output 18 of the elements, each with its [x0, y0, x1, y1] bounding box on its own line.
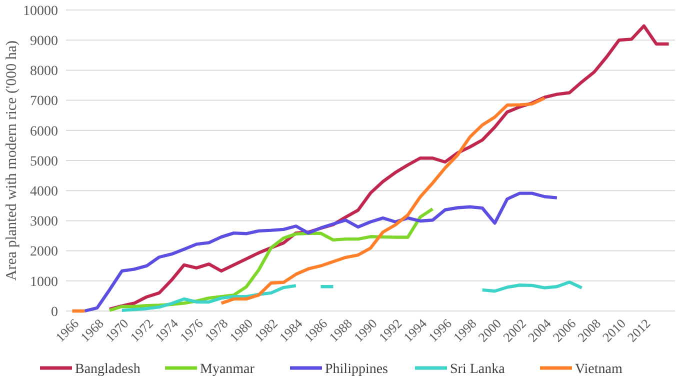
y-tick-label: 3000 — [30, 214, 58, 230]
legend-label: Philippines — [325, 362, 388, 377]
legend-label: Myanmar — [200, 362, 255, 377]
y-tick-label: 6000 — [30, 124, 58, 140]
y-tick-label: 2000 — [30, 244, 58, 260]
legend-label: Bangladesh — [75, 362, 140, 377]
y-axis-title: Area planted with modern rice ('000 ha) — [4, 40, 20, 281]
line-series — [83, 192, 559, 313]
legend-label: Sri Lanka — [450, 362, 506, 377]
y-tick-label: 5000 — [30, 154, 58, 170]
y-tick-label: 8000 — [30, 64, 58, 80]
y-tick-label: 0 — [51, 304, 58, 320]
legend-label: Vietnam — [575, 362, 622, 377]
y-tick-label: 7000 — [30, 94, 58, 110]
y-tick-label: 4000 — [30, 184, 58, 200]
y-tick-label: 10000 — [23, 4, 58, 19]
y-tick-label: 9000 — [30, 34, 58, 49]
y-tick-label: 1000 — [30, 274, 58, 290]
